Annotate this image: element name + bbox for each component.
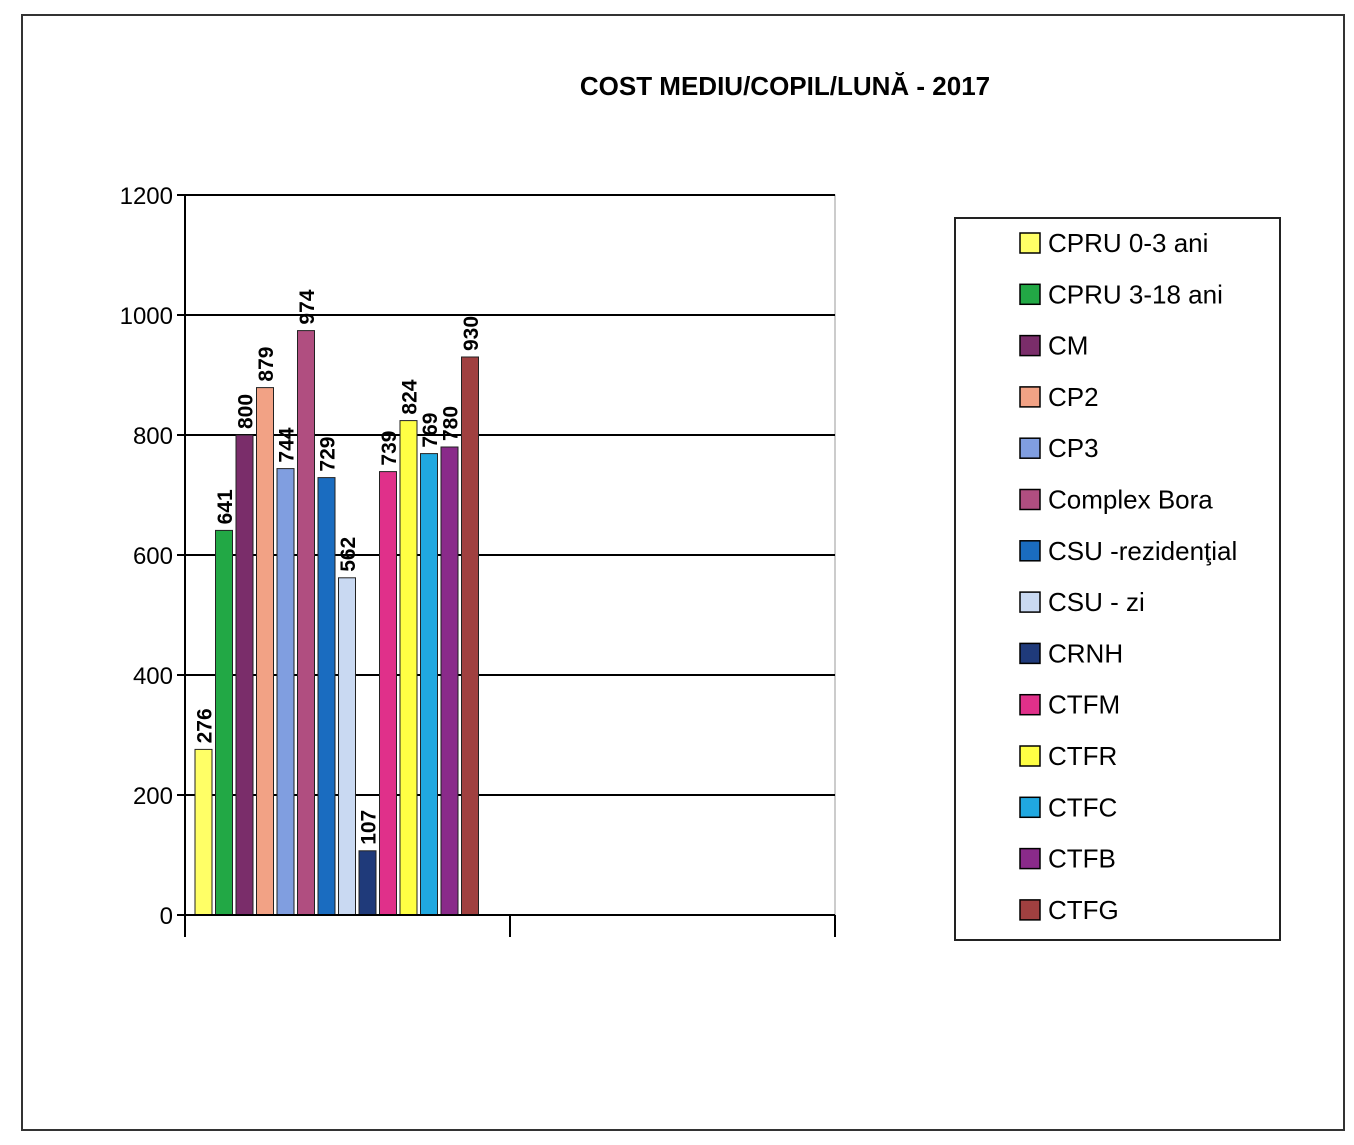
value-label: 879	[255, 347, 278, 382]
legend-label: CTFG	[1048, 895, 1119, 925]
frame	[21, 14, 1345, 1131]
bar	[358, 850, 377, 916]
legend-label: CPRU 0-3 ani	[1048, 228, 1208, 258]
bar	[235, 434, 254, 916]
value-label: 800	[235, 394, 258, 429]
value-label: 641	[214, 489, 237, 524]
value-label: 729	[317, 437, 340, 472]
legend-label: CTFC	[1048, 792, 1117, 822]
legend-label: CSU - zi	[1048, 587, 1145, 617]
legend-swatch	[1019, 540, 1041, 562]
y-tick-label: 0	[160, 903, 173, 930]
bar	[420, 453, 438, 916]
legend-label: CSU -rezidenţial	[1048, 536, 1237, 566]
y-tick-label: 1200	[120, 183, 173, 210]
value-label: 744	[276, 427, 299, 462]
bar	[297, 330, 315, 916]
bar	[256, 387, 274, 916]
value-label: 739	[378, 431, 401, 466]
legend-swatch	[1019, 847, 1041, 870]
legend-box	[954, 217, 1281, 941]
y-tick-label: 600	[133, 543, 173, 570]
y-tick-label: 200	[133, 783, 173, 810]
value-label: 107	[358, 810, 381, 845]
bar	[194, 748, 213, 916]
legend-swatch	[1019, 488, 1041, 511]
legend-label: CTFR	[1048, 741, 1117, 771]
legend-label: CPRU 3-18 ani	[1048, 279, 1223, 309]
bar	[338, 577, 356, 916]
bar	[276, 468, 295, 916]
legend-swatch	[1019, 386, 1041, 408]
legend-swatch	[1019, 591, 1041, 613]
bar	[440, 446, 459, 916]
legend-swatch	[1019, 232, 1041, 254]
legend-label: CP2	[1048, 382, 1099, 412]
legend-label: CTFB	[1048, 844, 1116, 874]
y-tick-label: 800	[133, 423, 173, 450]
value-label: 974	[296, 289, 319, 324]
value-label: 562	[337, 537, 360, 572]
bar	[399, 420, 418, 916]
legend-label: CP3	[1048, 433, 1099, 463]
legend-swatch	[1019, 796, 1041, 819]
legend-label: Complex Bora	[1048, 485, 1213, 515]
value-label: 276	[194, 708, 217, 743]
legend-swatch	[1019, 437, 1041, 459]
legend-swatch	[1019, 642, 1041, 665]
value-label: 780	[440, 406, 463, 441]
legend-label: CTFM	[1048, 690, 1120, 720]
value-label: 930	[460, 316, 483, 351]
value-label: 769	[419, 413, 442, 448]
legend-label: CRNH	[1048, 638, 1123, 668]
y-tick-label: 1000	[120, 303, 173, 330]
legend-label: CM	[1048, 331, 1088, 361]
y-tick-label: 400	[133, 663, 173, 690]
legend-swatch	[1019, 899, 1041, 921]
chart-title: COST MEDIU/COPIL/LUNĂ - 2017	[580, 71, 990, 101]
bar	[215, 529, 233, 916]
bar	[461, 356, 479, 916]
legend-swatch	[1019, 283, 1041, 306]
bar	[379, 471, 397, 916]
legend-swatch	[1019, 745, 1041, 767]
bar	[317, 477, 336, 916]
value-label: 824	[399, 379, 422, 414]
legend-swatch	[1019, 693, 1041, 716]
legend-swatch	[1019, 334, 1041, 357]
